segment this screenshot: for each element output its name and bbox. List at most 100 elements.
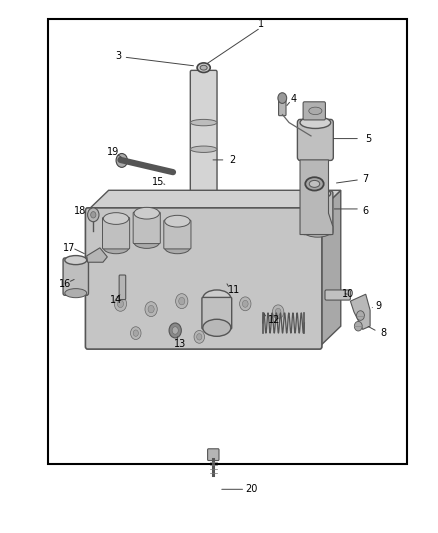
Text: 10: 10 [342, 289, 354, 299]
Ellipse shape [238, 240, 244, 245]
Circle shape [117, 300, 124, 308]
Text: 7: 7 [363, 174, 369, 183]
Circle shape [131, 327, 141, 340]
Text: 9: 9 [376, 302, 382, 311]
Ellipse shape [309, 180, 320, 188]
Ellipse shape [164, 230, 170, 235]
Circle shape [145, 302, 157, 317]
Ellipse shape [191, 119, 217, 126]
Ellipse shape [304, 227, 331, 237]
Ellipse shape [238, 230, 244, 235]
Polygon shape [88, 190, 341, 211]
Circle shape [176, 294, 188, 309]
Circle shape [114, 296, 127, 311]
Ellipse shape [212, 227, 220, 232]
Text: 8: 8 [380, 328, 386, 338]
Ellipse shape [208, 221, 213, 225]
Text: 16: 16 [59, 279, 71, 288]
Ellipse shape [187, 243, 195, 248]
Text: 3: 3 [115, 51, 121, 61]
Ellipse shape [65, 289, 87, 297]
FancyBboxPatch shape [85, 208, 322, 349]
Ellipse shape [195, 233, 212, 241]
Ellipse shape [200, 65, 207, 70]
FancyBboxPatch shape [119, 275, 126, 300]
Circle shape [278, 93, 286, 103]
Circle shape [172, 327, 178, 334]
Polygon shape [300, 160, 333, 235]
FancyBboxPatch shape [190, 70, 217, 228]
Ellipse shape [208, 249, 213, 254]
Ellipse shape [240, 235, 246, 240]
Ellipse shape [181, 247, 187, 252]
Circle shape [208, 304, 221, 319]
Polygon shape [350, 294, 370, 329]
Ellipse shape [220, 222, 226, 227]
FancyBboxPatch shape [63, 258, 88, 295]
Ellipse shape [164, 240, 170, 245]
Ellipse shape [171, 225, 177, 230]
Text: 18: 18 [74, 206, 86, 215]
FancyBboxPatch shape [297, 119, 333, 160]
FancyBboxPatch shape [102, 217, 130, 249]
Text: 14: 14 [110, 295, 122, 304]
Text: 5: 5 [365, 134, 371, 143]
Ellipse shape [165, 242, 190, 254]
Ellipse shape [187, 227, 196, 232]
Ellipse shape [220, 247, 226, 252]
Circle shape [197, 334, 202, 340]
Ellipse shape [212, 243, 219, 248]
Circle shape [179, 297, 185, 305]
Text: 11: 11 [228, 286, 240, 295]
Ellipse shape [134, 207, 159, 219]
Circle shape [272, 305, 284, 319]
Ellipse shape [203, 319, 231, 336]
Ellipse shape [305, 177, 324, 191]
Circle shape [240, 297, 251, 311]
Text: 12: 12 [268, 315, 280, 325]
Ellipse shape [191, 146, 217, 152]
Ellipse shape [103, 213, 129, 224]
Circle shape [243, 301, 248, 307]
Ellipse shape [176, 235, 184, 240]
FancyBboxPatch shape [279, 99, 286, 116]
Ellipse shape [103, 242, 129, 254]
FancyBboxPatch shape [202, 297, 232, 329]
Circle shape [357, 311, 364, 320]
Ellipse shape [183, 249, 194, 257]
FancyBboxPatch shape [325, 290, 350, 300]
Ellipse shape [304, 188, 331, 199]
Text: 1: 1 [258, 19, 264, 29]
FancyBboxPatch shape [208, 449, 219, 461]
Ellipse shape [194, 249, 200, 254]
Circle shape [169, 323, 181, 338]
Text: 6: 6 [363, 206, 369, 215]
Ellipse shape [165, 215, 190, 227]
Ellipse shape [203, 290, 231, 307]
Ellipse shape [224, 235, 232, 240]
Circle shape [275, 308, 281, 315]
Ellipse shape [164, 223, 243, 252]
Ellipse shape [231, 244, 237, 249]
Ellipse shape [65, 255, 87, 265]
Circle shape [133, 330, 138, 336]
Text: 20: 20 [246, 484, 258, 494]
Circle shape [91, 212, 96, 218]
Text: 19: 19 [107, 147, 119, 157]
Ellipse shape [161, 235, 167, 240]
Text: 15: 15 [152, 177, 164, 187]
Text: 4: 4 [290, 94, 297, 103]
Ellipse shape [171, 244, 177, 249]
Ellipse shape [194, 221, 200, 225]
Polygon shape [87, 248, 107, 262]
Text: 2: 2 [229, 155, 235, 165]
Ellipse shape [197, 63, 210, 72]
Circle shape [148, 305, 154, 313]
FancyBboxPatch shape [302, 191, 333, 235]
Ellipse shape [134, 237, 159, 248]
Ellipse shape [300, 117, 331, 128]
FancyBboxPatch shape [303, 102, 325, 120]
Circle shape [354, 321, 362, 331]
Circle shape [88, 208, 99, 222]
Circle shape [194, 330, 205, 343]
